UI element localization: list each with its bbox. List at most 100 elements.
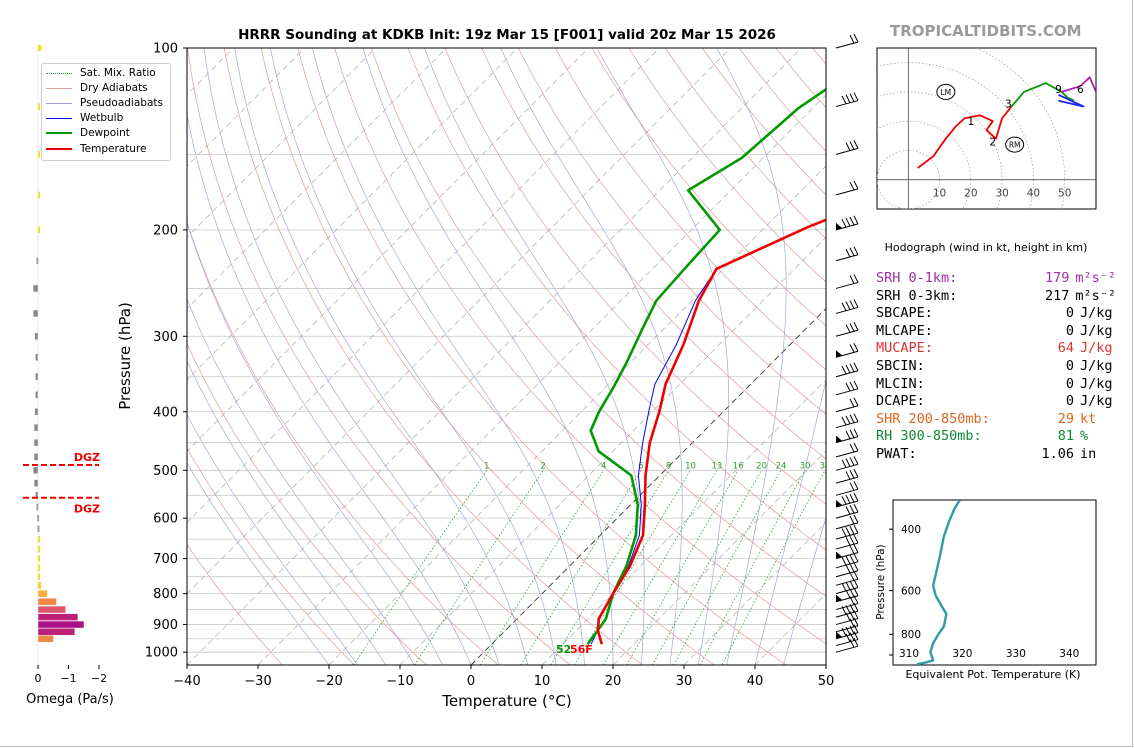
pseudoadiabat	[187, 360, 387, 665]
height-label: 9	[1055, 84, 1062, 96]
isotherm-line	[187, 48, 305, 167]
pseudoadiabat	[187, 221, 443, 665]
theta-e-trace	[916, 500, 961, 665]
legend-label: Pseudoadiabats	[80, 97, 163, 109]
barb-flag	[845, 581, 851, 591]
omega-bar	[38, 535, 40, 543]
pressure-tick-label: 200	[153, 223, 178, 238]
omega-bar	[38, 621, 84, 628]
legend-item-mixing-ratio: Sat. Mix. Ratio	[46, 65, 156, 81]
barb-staff	[835, 570, 859, 578]
barb-staff	[835, 610, 859, 618]
barb-staff	[835, 188, 859, 196]
omega-bar	[36, 503, 39, 511]
barb-flag	[853, 503, 859, 513]
param-row: SRH 0-1km: 179 m²s⁻²	[876, 270, 1116, 288]
height-label: 2	[989, 137, 996, 149]
barb-flag	[845, 364, 851, 374]
theta-e-x-tick-label: 320	[952, 648, 972, 660]
barb-flag	[849, 632, 855, 641]
mixing-ratio-line	[721, 470, 826, 665]
barb-pennant	[836, 594, 842, 602]
pressure-tick-label: 100	[153, 42, 178, 57]
omega-bar	[35, 391, 38, 399]
mixing-ratio-line	[550, 470, 669, 665]
barb-flag	[845, 217, 851, 227]
legend-swatch	[46, 132, 72, 134]
omega-bar	[38, 151, 40, 158]
omega-tick-label: −1	[60, 672, 76, 685]
param-row: RH 300-850mb: 81%	[876, 428, 1116, 446]
omega-bar	[38, 613, 78, 621]
omega-bar	[33, 310, 38, 317]
mixing-ratio-line	[603, 470, 718, 665]
barb-flag	[849, 216, 855, 226]
wind-barb	[835, 322, 859, 337]
dry-adiabat	[444, 48, 826, 505]
dry-adiabat	[187, 342, 427, 665]
barb-staff	[835, 500, 859, 508]
wind-barb	[835, 343, 859, 358]
hodograph-tick-label: 50	[1058, 188, 1071, 200]
omega-bar	[36, 257, 39, 265]
barb-flag	[841, 496, 847, 505]
wind-barb	[835, 544, 859, 560]
wind-barb	[835, 631, 859, 647]
hodograph-tick-label: 40	[1027, 188, 1040, 200]
param-unit: J/kg	[1080, 393, 1113, 410]
param-value: 0	[1065, 322, 1074, 339]
barb-staff	[835, 450, 859, 458]
isotherm-line	[187, 48, 660, 523]
barb-flag	[849, 482, 855, 491]
barb-flag	[849, 323, 855, 332]
barb-flag	[849, 625, 855, 635]
wind-barb	[835, 246, 859, 262]
temperature-tick-label: −10	[386, 674, 413, 689]
barb-flag	[841, 556, 847, 566]
storm-motion-label: LM	[941, 88, 952, 97]
isotherm-line	[187, 48, 731, 595]
theta-e-area	[916, 500, 961, 665]
wind-barb	[835, 524, 859, 540]
barb-staff	[835, 532, 859, 540]
barb-flag	[849, 639, 855, 648]
barb-flag	[853, 468, 859, 478]
temperature-profile	[596, 218, 826, 645]
barb-staff	[835, 100, 859, 108]
hodograph-panel: LM RM 1 2 3 6 9 10 20 30 40 50	[876, 47, 1097, 210]
mixing-ratio-line	[651, 470, 762, 665]
barb-flag	[853, 631, 859, 640]
wind-barb	[835, 553, 859, 569]
barb-flag	[845, 537, 851, 546]
omega-bar	[34, 408, 38, 416]
param-value: 81	[1057, 428, 1074, 445]
mixing-ratio-label: 16	[733, 461, 744, 471]
wind-barb	[835, 299, 859, 314]
barb-flag	[853, 637, 859, 647]
barb-flag	[841, 582, 847, 592]
isotherm-line	[612, 450, 826, 665]
barb-staff	[835, 639, 859, 647]
barb-flag	[853, 456, 859, 465]
barb-staff	[835, 463, 859, 471]
barb-flag	[849, 300, 855, 309]
pseudoadiabat	[203, 48, 500, 665]
wind-barb	[835, 380, 859, 396]
barb-staff	[835, 645, 859, 653]
pseudoadiabat	[312, 48, 585, 665]
omega-bar	[38, 103, 40, 110]
barb-flag	[849, 457, 855, 466]
mixing-ratio-label: 20	[756, 461, 767, 471]
barb-flag	[853, 553, 859, 563]
barb-staff	[835, 595, 859, 603]
barb-flag	[849, 505, 855, 514]
omega-bar	[38, 590, 48, 597]
pressure-tick-label: 700	[153, 552, 178, 567]
dry-adiabat	[297, 48, 787, 665]
height-label: 1	[968, 116, 975, 128]
omega-bar	[38, 44, 42, 52]
temperature-tick-label: 40	[747, 674, 764, 689]
storm-motion-marker	[1005, 136, 1025, 153]
wind-barb	[835, 503, 859, 519]
